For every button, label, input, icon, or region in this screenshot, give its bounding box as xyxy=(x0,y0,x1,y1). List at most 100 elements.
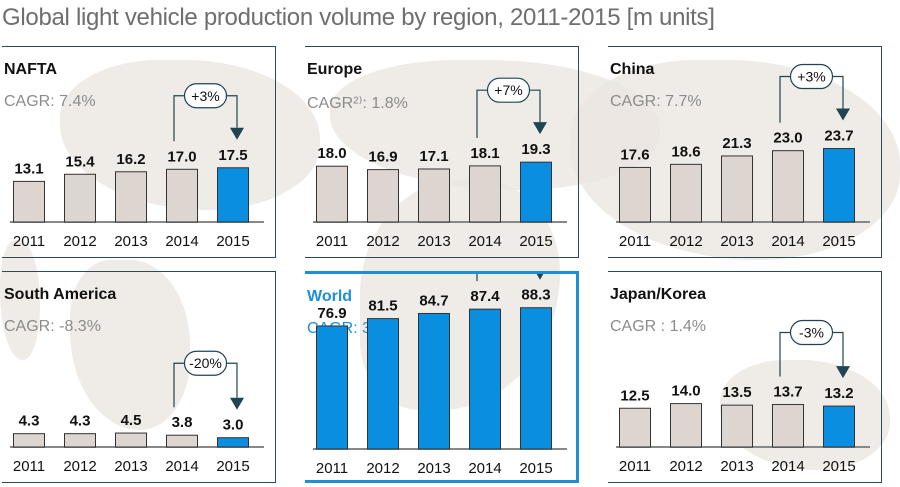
tick-label: 2013 xyxy=(114,458,147,475)
tick-label: 2014 xyxy=(771,233,804,250)
panel-europe: Europe CAGR²⁾: 1.8% 18.0 2011 16.9 2012 17.1 2… xyxy=(305,46,579,258)
data-label: 81.5 xyxy=(368,298,397,315)
cagr-label: CAGR²⁾: 1.8% xyxy=(307,95,408,112)
bar-2011 xyxy=(316,165,348,223)
tick-label: 2012 xyxy=(366,460,399,477)
panel-title: Japan/Korea xyxy=(610,286,707,303)
tick-label: 2011 xyxy=(13,458,45,475)
bar-2014 xyxy=(772,150,804,223)
bar-2014 xyxy=(469,308,501,450)
panel-nafta: NAFTA CAGR: 7.4% 13.1 2011 15.4 2012 16.2 2013… xyxy=(2,46,276,258)
tick-label: 2012 xyxy=(669,458,702,475)
panel-title: South America xyxy=(4,286,117,303)
data-label: 13.2 xyxy=(824,385,853,402)
bar-2012 xyxy=(64,433,96,448)
bar-2012 xyxy=(670,163,702,223)
data-label: 13.1 xyxy=(14,160,43,177)
tick-label: 2013 xyxy=(114,233,147,250)
delta-bubble xyxy=(183,350,228,376)
data-label: 18.0 xyxy=(317,145,346,162)
tick-label: 2013 xyxy=(417,233,450,250)
bar-2011 xyxy=(619,407,651,448)
tick-label: 2014 xyxy=(468,460,501,477)
arrow-down-icon xyxy=(230,127,244,140)
bar-2013 xyxy=(418,312,450,450)
panel-china: China CAGR: 7.7% 17.6 2011 18.6 2012 21.3 2013… xyxy=(608,46,882,258)
bar-chart: 13.1 2011 15.4 2012 16.2 2013 17.0 2014 17.5 2015… xyxy=(10,83,264,250)
delta-label: +3% xyxy=(797,69,825,85)
arrow-down-icon xyxy=(230,397,244,410)
bar-2013 xyxy=(115,432,147,448)
tick-label: 2011 xyxy=(619,233,651,250)
chart-title: Global light vehicle production volume b… xyxy=(2,4,715,31)
panel-title: NAFTA xyxy=(4,61,58,78)
bar-2012 xyxy=(64,173,96,223)
data-label: 23.0 xyxy=(773,130,802,147)
bar-chart: 17.6 2011 18.6 2012 21.3 2013 23.0 2014 23.7 2015… xyxy=(616,63,870,250)
bar-2011 xyxy=(13,180,45,223)
data-label: 4.3 xyxy=(70,413,91,430)
bar-2011 xyxy=(13,433,45,448)
panel-title: Europe xyxy=(307,61,363,78)
tick-label: 2013 xyxy=(720,233,753,250)
tick-label: 2012 xyxy=(63,458,96,475)
data-label: 17.5 xyxy=(218,147,247,164)
tick-label: 2012 xyxy=(63,233,96,250)
data-label: 16.9 xyxy=(368,149,397,166)
arrow-down-icon xyxy=(533,122,547,135)
tick-label: 2014 xyxy=(468,233,501,250)
bar-2015 xyxy=(823,148,855,223)
panel-south-america: South America CAGR: -8.3% 4.3 2011 4.3 2012 4… xyxy=(2,271,276,483)
data-label: 76.9 xyxy=(317,305,346,322)
tick-label: 2011 xyxy=(619,458,651,475)
data-label: 23.7 xyxy=(824,128,853,145)
world-map-background xyxy=(0,240,40,360)
bar-2015 xyxy=(217,437,249,448)
data-label: 13.7 xyxy=(773,384,802,401)
data-label: 88.3 xyxy=(521,287,550,304)
bar-2014 xyxy=(469,165,501,223)
delta-bubble xyxy=(486,77,531,103)
arrow-down-icon xyxy=(836,108,850,121)
data-label: 16.2 xyxy=(116,151,145,168)
tick-label: 2015 xyxy=(216,458,249,475)
bar-chart: 76.9 2011 81.5 2012 84.7 2013 87.4 2014 88.3 2015… xyxy=(313,274,567,477)
data-label: 21.3 xyxy=(722,135,751,152)
bar-2013 xyxy=(115,171,147,223)
bar-chart: 4.3 2011 4.3 2012 4.5 2013 3.8 2014 3.0 2015 -20% xyxy=(10,350,264,475)
data-label: 19.3 xyxy=(521,141,550,158)
delta-bubble xyxy=(183,83,228,109)
data-label: 15.4 xyxy=(65,153,95,170)
bar-2015 xyxy=(520,161,552,223)
delta-label: -20% xyxy=(189,355,222,371)
tick-label: 2011 xyxy=(316,233,348,250)
bar-chart: 18.0 2011 16.9 2012 17.1 2013 18.1 2014 19.3 2015… xyxy=(313,77,567,250)
data-label: 12.5 xyxy=(620,387,649,404)
tick-label: 2013 xyxy=(720,458,753,475)
delta-label: +7% xyxy=(494,82,522,98)
delta-label: -3% xyxy=(799,325,824,341)
bar-2013 xyxy=(721,155,753,223)
tick-label: 2015 xyxy=(216,233,249,250)
bar-2013 xyxy=(418,168,450,223)
tick-label: 2012 xyxy=(366,233,399,250)
data-label: 4.3 xyxy=(19,413,40,430)
bar-2011 xyxy=(619,166,651,223)
bar-2011 xyxy=(316,325,348,450)
data-label: 3.0 xyxy=(223,417,244,434)
delta-bubble xyxy=(789,63,834,90)
cagr-label: CAGR: 7.7% xyxy=(610,93,702,110)
bar-2012 xyxy=(367,318,399,450)
arrow-down-icon xyxy=(836,366,850,379)
tick-label: 2011 xyxy=(316,460,348,477)
panel-japan-korea: Japan/Korea CAGR : 1.4% 12.5 2011 14.0 2012 1… xyxy=(608,271,882,483)
tick-label: 2015 xyxy=(822,233,855,250)
panel-world: World CAGR: 3.5% 76.9 2011 81.5 2012 84.7 2013… xyxy=(305,271,579,483)
delta-label: +3% xyxy=(191,88,219,104)
tick-label: 2015 xyxy=(519,460,552,477)
data-label: 87.4 xyxy=(470,288,500,305)
arrow-down-icon xyxy=(536,274,544,280)
bar-2013 xyxy=(721,404,753,448)
bar-2015 xyxy=(520,307,552,450)
data-label: 18.1 xyxy=(470,145,499,162)
